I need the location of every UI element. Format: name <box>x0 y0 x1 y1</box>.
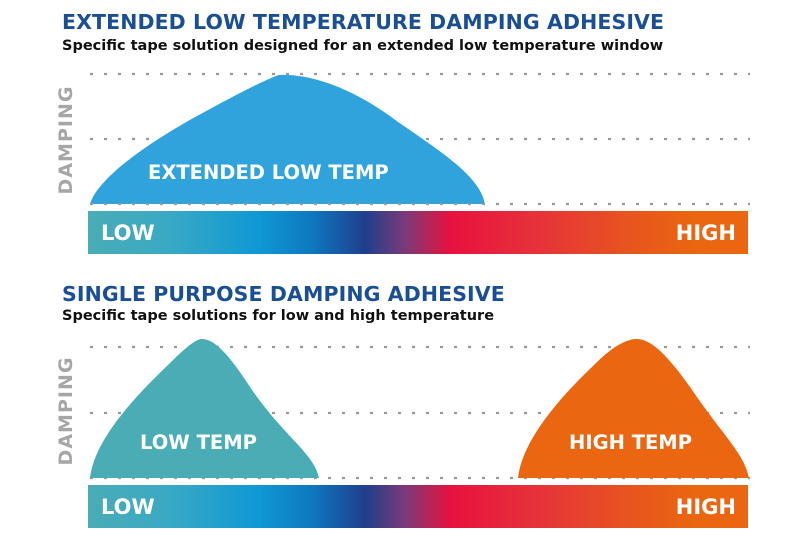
section1-subtitle: Specific tape solution designed for an e… <box>62 38 664 54</box>
section2-temperature-scale: LOW HIGH <box>88 485 748 528</box>
section1-plot <box>88 60 750 210</box>
section2-title: SINGLE PURPOSE DAMPING ADHESIVE <box>62 282 505 306</box>
scale-low-label: LOW <box>101 220 155 245</box>
section2-plot <box>88 333 750 485</box>
section1-temperature-scale: LOW HIGH <box>88 211 748 254</box>
high-temp-curve <box>518 339 749 478</box>
section2-chart-svg <box>90 339 750 480</box>
section1-chart-svg <box>90 72 750 206</box>
section1-title: EXTENDED LOW TEMPERATURE DAMPING ADHESIV… <box>62 10 665 34</box>
scale-high-label: HIGH <box>675 220 736 245</box>
low-temp-label: LOW TEMP <box>140 431 257 454</box>
section1-y-axis-label: DAMPING <box>55 85 77 195</box>
section2-y-axis-label: DAMPING <box>55 356 77 466</box>
scale-low-label: LOW <box>101 494 155 519</box>
scale-high-label: HIGH <box>675 494 736 519</box>
extended-low-temp-curve <box>90 74 485 204</box>
low-temp-curve <box>90 339 319 478</box>
extended-low-temp-label: EXTENDED LOW TEMP <box>148 161 389 184</box>
high-temp-label: HIGH TEMP <box>569 431 693 454</box>
section2-subtitle: Specific tape solutions for low and high… <box>62 308 495 324</box>
